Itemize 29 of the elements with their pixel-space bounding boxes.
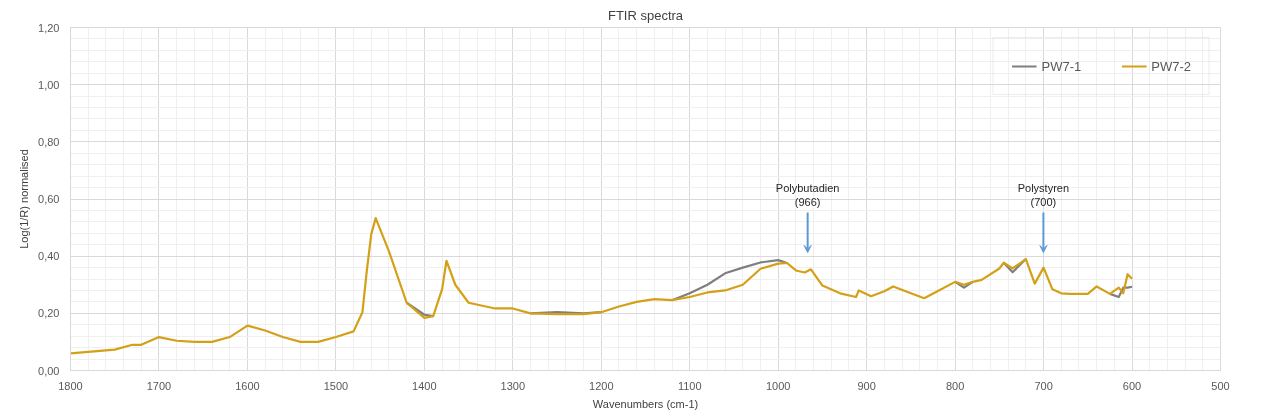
x-tick-label: 600 [1122, 379, 1142, 392]
y-tick-label: 0,60 [38, 193, 60, 205]
x-tick-label: 1400 [412, 379, 437, 392]
annotation: Polystyren (700) [1017, 182, 1070, 209]
chart-title: FTIR spectra [607, 7, 684, 23]
x-tick-label: 800 [945, 379, 965, 392]
x-tick-label: 700 [1034, 379, 1053, 392]
y-axis-title: Log(1/R) normalised [18, 149, 31, 249]
x-tick-label: 1200 [589, 379, 614, 392]
x-tick-label: 900 [857, 379, 876, 392]
x-axis-title: Wavenumbers (cm-1) [592, 397, 699, 410]
x-tick-label: 1700 [146, 379, 172, 392]
x-tick-label: 500 [1211, 379, 1230, 392]
x-tick-label: 1500 [323, 379, 349, 392]
x-tick-label: 1800 [58, 379, 83, 392]
x-tick-label: 1100 [677, 379, 702, 392]
legend-label: PW7-2 [1151, 58, 1191, 74]
x-tick-label: 1600 [235, 379, 260, 392]
annotation: Polybutadien (966) [775, 182, 840, 209]
legend-label: PW7-1 [1041, 58, 1082, 74]
y-tick-label: 0,00 [38, 364, 60, 377]
y-tick-label: 0,40 [38, 250, 60, 263]
y-tick-label: 1,00 [38, 78, 60, 91]
y-tick-label: 0,20 [38, 307, 60, 320]
y-tick-label: 0,80 [38, 135, 60, 148]
y-tick-label: 1,20 [38, 21, 60, 34]
line-series [70, 217, 1134, 355]
x-tick-label: 1300 [500, 379, 526, 392]
x-tick-label: 1000 [765, 379, 791, 392]
